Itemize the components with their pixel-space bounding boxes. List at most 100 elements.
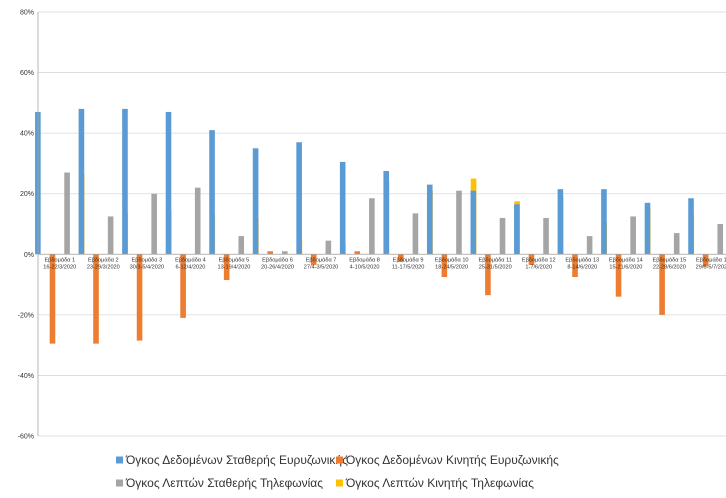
bar	[238, 236, 245, 255]
y-tick-label: 60%	[20, 70, 34, 77]
bar	[514, 204, 520, 255]
bar	[325, 240, 332, 255]
bar	[615, 254, 622, 297]
category-label: 27/4-3/5/2020	[304, 264, 339, 270]
category-label: Εβδομάδα 1	[44, 256, 75, 263]
legend: Όγκος Δεδομένων Σταθερής ΕυρυζωνικήςΌγκο…	[116, 453, 559, 490]
bars	[35, 108, 724, 344]
bar	[136, 254, 143, 341]
category-labels: Εβδομάδα 116-22/3/2020 Εβδομάδα 223-29/3/…	[43, 256, 726, 270]
bar	[93, 254, 99, 344]
y-tick-label: 80%	[20, 10, 34, 17]
y-tick-label: -20%	[18, 312, 34, 319]
bar	[572, 254, 578, 277]
bar	[717, 224, 724, 255]
legend-label: Όγκος Δεδομένων Κινητής Ευρυζωνικής	[345, 453, 559, 467]
category-label: Εβδομάδα 3	[132, 256, 163, 263]
bar	[441, 254, 448, 277]
bar	[485, 254, 491, 296]
category-label: 23-29/3/2020	[87, 264, 120, 270]
bar	[586, 236, 593, 255]
axes	[37, 12, 726, 436]
bar	[151, 193, 157, 255]
bar	[470, 190, 477, 255]
legend-swatch	[336, 456, 343, 464]
legend-swatch	[116, 456, 123, 464]
y-axis-ticks: 80% 60% 40% 20% 0% -20% -40% -60%	[18, 10, 34, 441]
y-tick-label: 40%	[20, 131, 34, 138]
category-label: Εβδομάδα 13	[565, 256, 599, 263]
category-label: 4-10/5/2020	[350, 264, 380, 270]
bar	[659, 254, 665, 315]
bar	[267, 251, 273, 255]
bar	[339, 161, 346, 255]
bar	[281, 251, 288, 255]
category-label: Εβδομάδα 9	[393, 256, 424, 263]
y-tick-label: -40%	[18, 373, 34, 380]
category-label: 22-28/6/2020	[653, 264, 686, 270]
bar	[369, 198, 375, 255]
legend-swatch	[336, 479, 343, 487]
category-label: Εβδομάδα 16	[696, 256, 726, 263]
y-tick-label: 20%	[20, 191, 34, 198]
legend-swatch	[116, 479, 123, 487]
category-label: 11-17/5/2020	[392, 264, 425, 270]
bar	[412, 213, 419, 255]
bar	[194, 187, 201, 255]
category-label: Εβδομάδα 14	[609, 256, 643, 263]
bar	[107, 216, 114, 255]
bar	[630, 216, 636, 255]
category-label: 6-12/4/2020	[175, 264, 205, 270]
bar	[78, 108, 85, 255]
bar	[543, 217, 549, 255]
bar	[252, 148, 259, 255]
legend-label: Όγκος Λεπτών Κινητής Τηλεφωνίας	[345, 476, 534, 490]
bar	[354, 251, 361, 255]
category-label: Εβδομάδα 8	[349, 256, 380, 263]
bar	[310, 254, 317, 265]
bar	[528, 254, 535, 265]
category-label: Εβδομάδα 11	[479, 256, 512, 263]
category-label: 16-22/3/2020	[43, 264, 76, 270]
bar	[673, 233, 680, 255]
category-label: 30/3-5/4/2020	[130, 264, 165, 270]
category-label: Εβδομάδα 10	[435, 256, 469, 263]
bar	[223, 254, 230, 281]
category-label: 1-7/6/2020	[525, 264, 552, 270]
category-label: 29/6-5/7/2020	[696, 264, 726, 270]
bar	[49, 254, 56, 344]
category-label: 20-26/4/2020	[261, 264, 294, 270]
category-label: 25-31/5/2020	[479, 264, 512, 270]
bar	[64, 172, 70, 255]
bar	[296, 142, 302, 255]
legend-label: Όγκος Δεδομένων Σταθερής Ευρυζωνικής	[125, 453, 348, 467]
y-tick-label: 0%	[24, 252, 34, 259]
category-label: Εβδομάδα 15	[653, 256, 687, 263]
category-label: Εβδομάδα 2	[88, 256, 119, 263]
y-tick-label: -60%	[18, 434, 34, 441]
bar	[456, 190, 462, 255]
bar	[426, 184, 433, 255]
category-label: 15-21/6/2020	[609, 264, 642, 270]
bar	[601, 189, 607, 255]
legend-label: Όγκος Λεπτών Σταθερής Τηλεφωνίας	[125, 476, 323, 490]
bar	[398, 254, 404, 262]
bar	[644, 202, 651, 255]
bar	[688, 198, 694, 255]
category-label: 8-14/6/2020	[567, 264, 597, 270]
category-label: Εβδομάδα 7	[306, 256, 337, 263]
bar	[180, 254, 186, 318]
category-label: Εβδομάδα 5	[219, 256, 250, 263]
category-label: Εβδομάδα 12	[522, 256, 556, 263]
gridlines	[38, 11, 726, 437]
bar	[499, 217, 506, 255]
category-label: 18-24/5/2020	[435, 264, 468, 270]
category-label: 13-19/4/2020	[217, 264, 250, 270]
category-label: Εβδομάδα 4	[175, 256, 206, 263]
category-label: Εβδομάδα 6	[262, 256, 293, 263]
bar	[165, 111, 172, 255]
bar	[702, 254, 709, 267]
bar	[383, 171, 390, 255]
